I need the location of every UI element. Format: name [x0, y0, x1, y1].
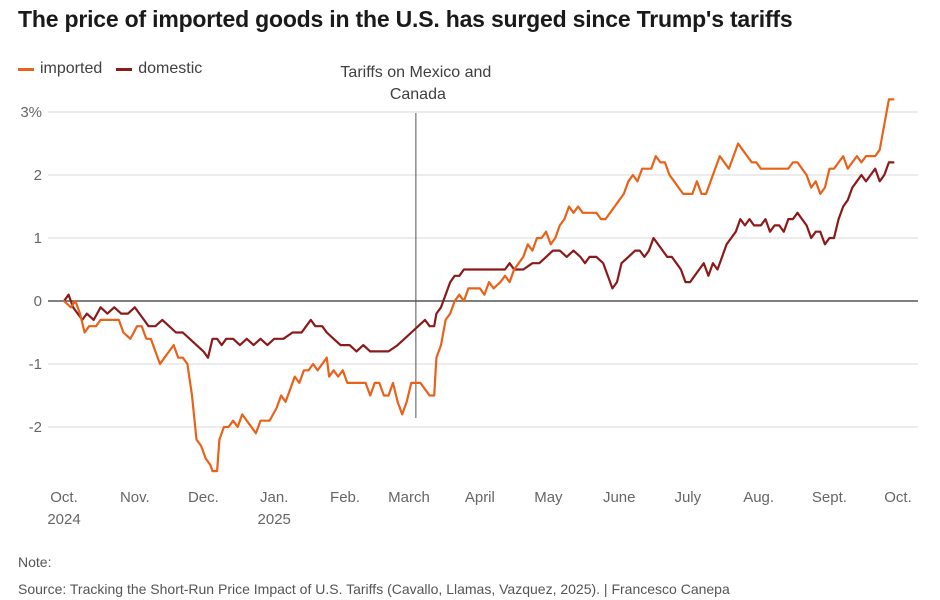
legend-label-domestic: domestic: [138, 60, 203, 77]
x-tick-sublabel: 2025: [258, 511, 291, 528]
y-tick-label: -2: [29, 419, 42, 436]
chart-legend: imported domestic: [18, 60, 216, 78]
x-tick-label: July: [674, 489, 701, 506]
x-tick-label: May: [534, 489, 563, 506]
series-line-imported: [62, 98, 895, 473]
series-line-domestic: [62, 161, 895, 359]
x-tick-label: June: [603, 489, 636, 506]
x-tick-label: Oct.: [50, 489, 78, 506]
y-tick-label: 1: [34, 230, 42, 247]
x-tick-label: April: [465, 489, 495, 506]
annotation-label: Tariffs on Mexico and: [340, 64, 491, 81]
legend-swatch-domestic: [116, 67, 133, 71]
x-tick-label: Oct.: [884, 489, 912, 506]
x-tick-label: Sept.: [812, 489, 847, 506]
chart-title: The price of imported goods in the U.S. …: [18, 6, 793, 32]
x-tick-label: Dec.: [188, 489, 219, 506]
annotation-label: Canada: [390, 86, 446, 103]
y-tick-label: -1: [29, 356, 42, 373]
x-tick-label: Feb.: [330, 489, 360, 506]
x-tick-label: Nov.: [120, 489, 150, 506]
y-tick-label: 0: [34, 293, 42, 310]
x-tick-label: March: [388, 489, 430, 506]
y-tick-label: 2: [34, 167, 42, 184]
x-tick-sublabel: 2024: [47, 511, 80, 528]
x-tick-label: Jan.: [260, 489, 288, 506]
chart-note: Note:: [18, 554, 52, 570]
legend-swatch-imported: [18, 67, 34, 71]
legend-label-imported: imported: [40, 60, 103, 77]
y-tick-label: 3%: [20, 104, 42, 121]
x-tick-label: Aug.: [743, 489, 774, 506]
legend-item-domestic: domestic: [116, 60, 202, 78]
legend-item-imported: imported: [18, 60, 102, 78]
chart-source: Source: Tracking the Short-Run Price Imp…: [18, 581, 730, 597]
